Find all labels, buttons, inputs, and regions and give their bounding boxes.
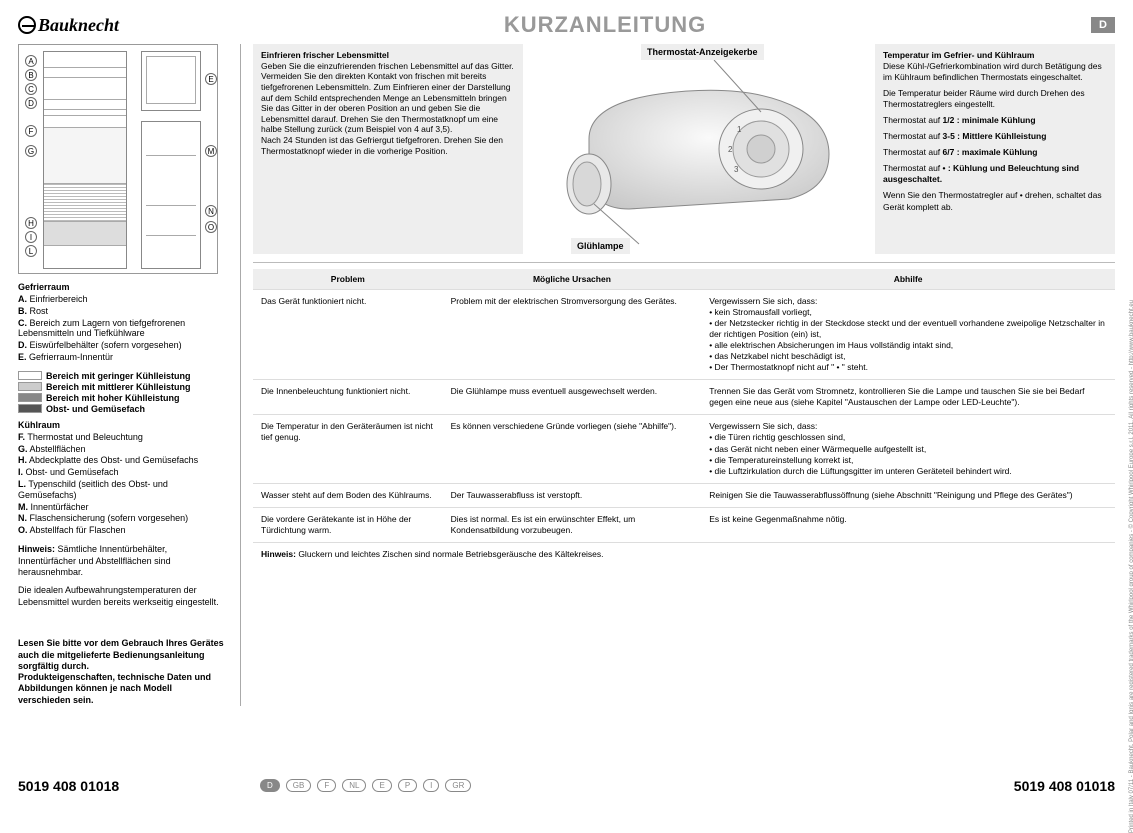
list-item: D. Eiswürfelbehälter (sofern vorgesehen)	[18, 340, 226, 351]
list-item: A. Einfrierbereich	[18, 294, 226, 305]
table-row: Die Innenbeleuchtung funktioniert nicht.…	[253, 380, 1115, 415]
left-column: A B C D E F G H I L M N O Gefrierraum A.…	[18, 44, 226, 706]
list-item: I. Obst- und Gemüsefach	[18, 467, 226, 478]
list-item: H. Abdeckplatte des Obst- und Gemüsefach…	[18, 455, 226, 466]
header: Bauknecht KURZANLEITUNG D	[18, 12, 1115, 38]
list-item: G. Abstellflächen	[18, 444, 226, 455]
list-item: E. Gefrierraum-Innentür	[18, 352, 226, 363]
logo: Bauknecht	[18, 15, 119, 36]
kuehlraum-heading: Kühlraum	[18, 420, 226, 430]
diagram-label-d: D	[25, 97, 37, 109]
temp-l1: Thermostat auf 1/2 : minimale Kühlung	[883, 115, 1107, 126]
page-title: KURZANLEITUNG	[119, 12, 1091, 38]
th-cause: Mögliche Ursachen	[443, 269, 702, 290]
list-item: L. Typenschild (seitlich des Obst- und G…	[18, 479, 226, 501]
diagram-label-i: I	[25, 231, 37, 243]
temp-l3: Thermostat auf 6/7 : maximale Kühlung	[883, 147, 1107, 158]
svg-text:1: 1	[737, 125, 742, 134]
lang-pill: GR	[445, 779, 471, 792]
doc-code-left: 5019 408 01018	[18, 778, 119, 794]
temp-l2: Thermostat auf 3-5 : Mittlere Kühlleistu…	[883, 131, 1107, 142]
legend-row: Bereich mit hoher Kühlleistung	[18, 393, 226, 403]
lang-pill: P	[398, 779, 417, 792]
temp-p3: Wenn Sie den Thermostatregler auf • dreh…	[883, 190, 1107, 212]
lang-pill: F	[317, 779, 336, 792]
table-row: Die vordere Gerätekante ist in Höhe der …	[253, 507, 1115, 542]
thermostat-svg: 1 2 3	[539, 44, 859, 254]
gefrierraum-heading: Gefrierraum	[18, 282, 226, 292]
lang-pill: I	[423, 779, 439, 792]
diagram-label-e: E	[205, 73, 217, 85]
temperature-info: Temperatur im Gefrier- und Kühlraum Dies…	[875, 44, 1115, 254]
appliance-diagram: A B C D E F G H I L M N O	[18, 44, 218, 274]
diagram-label-o: O	[205, 221, 217, 233]
legend-row: Bereich mit geringer Kühlleistung	[18, 371, 226, 381]
temp-p1: Diese Kühl-/Gefrierkombination wird durc…	[883, 61, 1107, 83]
svg-text:3: 3	[734, 165, 739, 174]
list-item: O. Abstellfach für Flaschen	[18, 525, 226, 536]
freeze-instructions: Einfrieren frischer Lebensmittel Geben S…	[253, 44, 523, 254]
lang-pill: E	[372, 779, 391, 792]
legend-row: Obst- und Gemüsefach	[18, 404, 226, 414]
logo-text: Bauknecht	[38, 15, 119, 36]
temp-p2: Die Temperatur beider Räume wird durch D…	[883, 88, 1107, 110]
diagram-label-c: C	[25, 83, 37, 95]
freeze-heading: Einfrieren frischer Lebensmittel	[261, 50, 515, 61]
diagram-label-h: H	[25, 217, 37, 229]
table-row: Wasser steht auf dem Boden des Kühlraums…	[253, 483, 1115, 507]
legend-row: Bereich mit mittlerer Kühlleistung	[18, 382, 226, 392]
right-column: Einfrieren frischer Lebensmittel Geben S…	[240, 44, 1115, 706]
callout-lamp: Glühlampe	[571, 238, 630, 254]
lang-pill: NL	[342, 779, 366, 792]
table-row: Die Temperatur in den Geräteräumen ist n…	[253, 415, 1115, 483]
copyright-sidebar: Printed in Italy 07/11 - Bauknecht, Pola…	[1129, 300, 1133, 833]
freeze-body: Geben Sie die einzufrierenden frischen L…	[261, 61, 515, 157]
lang-pill: GB	[286, 779, 312, 792]
list-item: F. Thermostat und Beleuchtung	[18, 432, 226, 443]
troubleshooting-table: Problem Mögliche Ursachen Abhilfe Das Ge…	[253, 269, 1115, 566]
gefrierraum-list: A. EinfrierbereichB. RostC. Bereich zum …	[18, 294, 226, 363]
diagram-label-g: G	[25, 145, 37, 157]
legend: Bereich mit geringer KühlleistungBereich…	[18, 371, 226, 414]
diagram-label-b: B	[25, 69, 37, 81]
lang-pill: D	[260, 779, 280, 792]
th-remedy: Abhilfe	[701, 269, 1115, 290]
hinweis-removable: Hinweis: Sämtliche Innentürbehälter, Inn…	[18, 544, 226, 579]
svg-text:2: 2	[728, 145, 733, 154]
temp-heading: Temperatur im Gefrier- und Kühlraum	[883, 50, 1107, 61]
diagram-label-n: N	[205, 205, 217, 217]
list-item: N. Flaschensicherung (sofern vorgesehen)	[18, 513, 226, 524]
kuehlraum-list: F. Thermostat und BeleuchtungG. Abstellf…	[18, 432, 226, 536]
doc-code-right: 5019 408 01018	[1014, 778, 1115, 794]
th-problem: Problem	[253, 269, 443, 290]
list-item: B. Rost	[18, 306, 226, 317]
list-item: C. Bereich zum Lagern von tiefgefrorenen…	[18, 318, 226, 340]
diagram-label-l: L	[25, 245, 37, 257]
diagram-label-m: M	[205, 145, 217, 157]
diagram-label-a: A	[25, 55, 37, 67]
thermostat-diagram: Thermostat-Anzeigekerbe	[531, 44, 867, 254]
diagram-label-f: F	[25, 125, 37, 137]
hinweis-temp: Die idealen Aufbewahrungstemperaturen de…	[18, 585, 226, 608]
table-row: Das Gerät funktioniert nicht.Problem mit…	[253, 290, 1115, 380]
list-item: M. Innentürfächer	[18, 502, 226, 513]
bottom-note: Lesen Sie bitte vor dem Gebrauch Ihres G…	[18, 638, 226, 706]
language-badge: D	[1091, 17, 1115, 33]
language-pills: D GB F NL EPI GR	[260, 779, 471, 792]
temp-l4: Thermostat auf • : Kühlung und Beleuchtu…	[883, 163, 1107, 185]
callout-thermostat: Thermostat-Anzeigekerbe	[641, 44, 764, 60]
